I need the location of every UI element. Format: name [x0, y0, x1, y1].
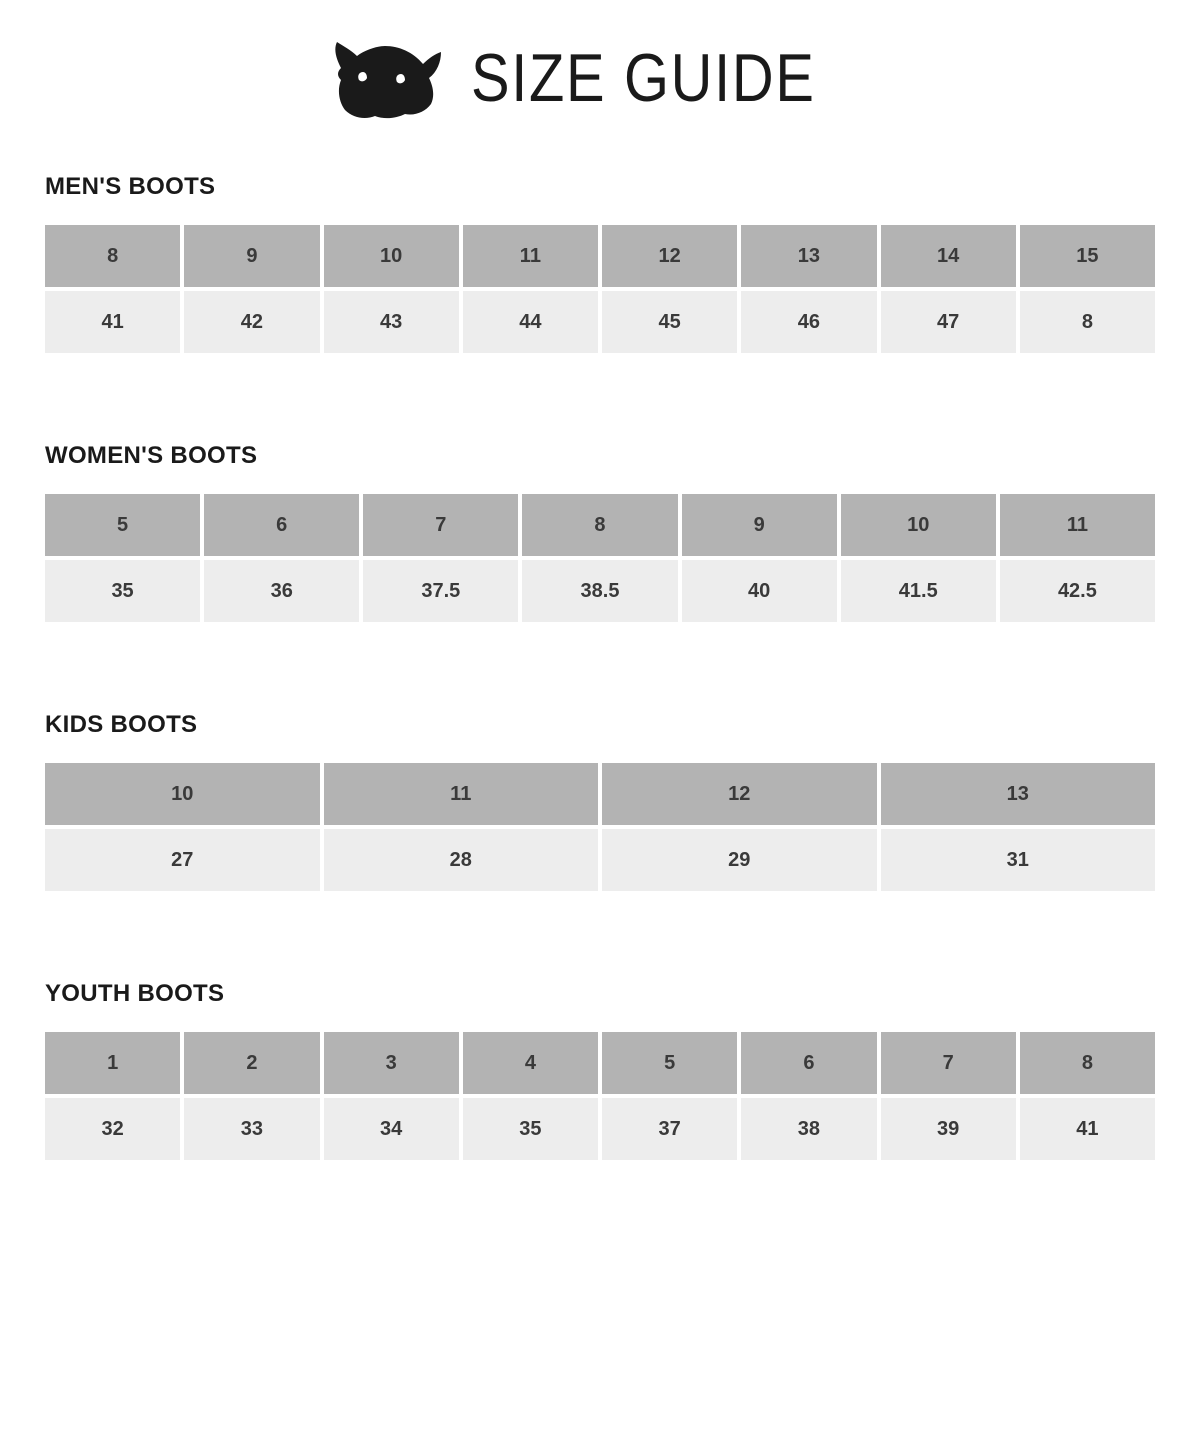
size-cell-us: 6	[204, 494, 359, 556]
size-cell-us: 7	[881, 1032, 1016, 1094]
size-cell-us: 11	[1000, 494, 1155, 556]
size-cell-us: 10	[841, 494, 996, 556]
size-cell-us: 10	[45, 763, 320, 825]
size-table: 123456783233343537383941	[45, 1032, 1155, 1164]
table-row: 414243444546478	[45, 291, 1155, 353]
size-cell-us: 11	[324, 763, 599, 825]
table-row: 567891011	[45, 494, 1155, 556]
fox-logo-icon	[323, 30, 443, 125]
size-cell-us: 8	[1020, 1032, 1155, 1094]
size-guide-container: SIZE GUIDE MEN'S BOOTS891011121314154142…	[0, 0, 1200, 1224]
size-cell-us: 15	[1020, 225, 1155, 287]
size-cell-eu: 46	[741, 291, 876, 353]
section-title: KIDS BOOTS	[45, 711, 1155, 739]
size-cell-us: 7	[363, 494, 518, 556]
size-cell-eu: 31	[881, 829, 1156, 891]
size-cell-eu: 8	[1020, 291, 1155, 353]
section-title: YOUTH BOOTS	[45, 980, 1155, 1008]
size-section: WOMEN'S BOOTS567891011353637.538.54041.5…	[45, 442, 1155, 626]
size-cell-eu: 41	[1020, 1098, 1155, 1160]
size-cell-eu: 35	[463, 1098, 598, 1160]
size-cell-us: 8	[522, 494, 677, 556]
size-section: KIDS BOOTS1011121327282931	[45, 711, 1155, 895]
size-cell-eu: 42.5	[1000, 560, 1155, 622]
size-cell-us: 13	[741, 225, 876, 287]
size-cell-us: 1	[45, 1032, 180, 1094]
size-cell-eu: 38.5	[522, 560, 677, 622]
table-row: 27282931	[45, 829, 1155, 891]
size-cell-us: 13	[881, 763, 1156, 825]
size-cell-us: 2	[184, 1032, 319, 1094]
size-cell-eu: 41	[45, 291, 180, 353]
size-cell-us: 10	[324, 225, 459, 287]
size-cell-eu: 39	[881, 1098, 1016, 1160]
size-cell-eu: 41.5	[841, 560, 996, 622]
size-cell-eu: 47	[881, 291, 1016, 353]
size-cell-us: 5	[45, 494, 200, 556]
table-row: 3233343537383941	[45, 1098, 1155, 1160]
size-cell-us: 3	[324, 1032, 459, 1094]
size-cell-us: 9	[184, 225, 319, 287]
page-title: SIZE GUIDE	[471, 39, 816, 117]
size-cell-us: 6	[741, 1032, 876, 1094]
page-header: SIZE GUIDE	[45, 30, 1155, 125]
table-row: 89101112131415	[45, 225, 1155, 287]
size-cell-eu: 33	[184, 1098, 319, 1160]
size-cell-eu: 40	[682, 560, 837, 622]
section-title: MEN'S BOOTS	[45, 173, 1155, 201]
table-row: 353637.538.54041.542.5	[45, 560, 1155, 622]
size-cell-eu: 32	[45, 1098, 180, 1160]
size-table: 567891011353637.538.54041.542.5	[45, 494, 1155, 626]
size-cell-us: 8	[45, 225, 180, 287]
size-cell-us: 12	[602, 763, 877, 825]
size-cell-us: 5	[602, 1032, 737, 1094]
size-table: 1011121327282931	[45, 763, 1155, 895]
size-cell-eu: 37.5	[363, 560, 518, 622]
size-cell-eu: 35	[45, 560, 200, 622]
size-cell-us: 14	[881, 225, 1016, 287]
size-cell-eu: 28	[324, 829, 599, 891]
size-cell-eu: 37	[602, 1098, 737, 1160]
size-cell-eu: 34	[324, 1098, 459, 1160]
size-cell-us: 11	[463, 225, 598, 287]
table-row: 12345678	[45, 1032, 1155, 1094]
size-cell-eu: 45	[602, 291, 737, 353]
size-cell-us: 4	[463, 1032, 598, 1094]
size-cell-eu: 44	[463, 291, 598, 353]
size-section: YOUTH BOOTS123456783233343537383941	[45, 980, 1155, 1164]
section-title: WOMEN'S BOOTS	[45, 442, 1155, 470]
size-cell-us: 12	[602, 225, 737, 287]
size-cell-eu: 36	[204, 560, 359, 622]
size-cell-eu: 38	[741, 1098, 876, 1160]
size-cell-eu: 43	[324, 291, 459, 353]
size-cell-eu: 29	[602, 829, 877, 891]
size-cell-eu: 42	[184, 291, 319, 353]
size-table: 89101112131415414243444546478	[45, 225, 1155, 357]
table-row: 10111213	[45, 763, 1155, 825]
size-section: MEN'S BOOTS89101112131415414243444546478	[45, 173, 1155, 357]
size-cell-us: 9	[682, 494, 837, 556]
size-cell-eu: 27	[45, 829, 320, 891]
